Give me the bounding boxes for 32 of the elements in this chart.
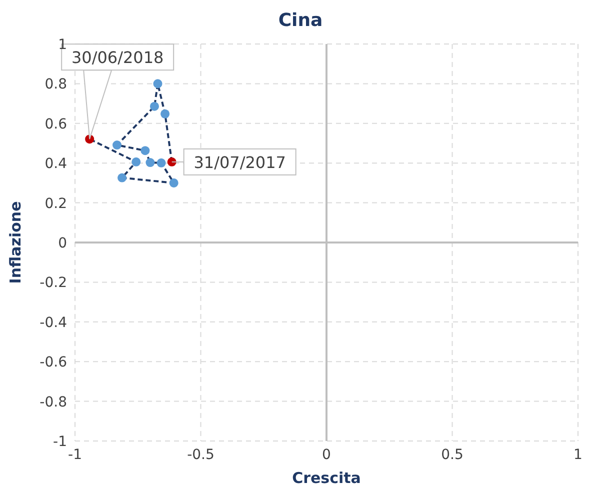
point: [146, 158, 155, 168]
point: [112, 140, 122, 150]
x-tick-label: 0.5: [441, 446, 464, 463]
point: [156, 158, 166, 168]
y-tick-label: 0.6: [44, 116, 68, 132]
point: [160, 109, 170, 118]
y-tick-label: 0: [58, 235, 67, 252]
y-tick-label: -0.8: [40, 394, 67, 410]
y-tick-label: 0.2: [44, 196, 67, 212]
y-tick-label: -0.2: [40, 275, 67, 292]
chart-title: Cina: [277, 9, 324, 33]
y-tick-label: -0.4: [40, 314, 68, 331]
annotation: 31/07/2017: [194, 152, 286, 172]
x-tick-label: 0: [322, 446, 331, 463]
point: [169, 178, 178, 188]
annotation: 30/06/2018: [71, 48, 164, 68]
x-tick-label: -1: [68, 446, 82, 463]
point: [132, 157, 141, 166]
y-tick-label: 1: [58, 36, 67, 53]
point: [150, 102, 159, 111]
y-axis-title: Inflazione: [6, 201, 24, 284]
y-tick-label: -0.6: [40, 354, 68, 371]
point: [118, 173, 127, 182]
x-tick-label: -0.5: [187, 446, 214, 463]
point: [167, 157, 176, 166]
point: [140, 146, 150, 156]
point: [153, 79, 162, 88]
x-axis-title: Crescita: [292, 469, 361, 487]
y-tick-label: -1: [53, 434, 67, 450]
x-tick-label: 1: [574, 446, 582, 463]
y-tick-label: 0.8: [44, 76, 67, 93]
y-tick-label: 0.4: [44, 156, 68, 172]
